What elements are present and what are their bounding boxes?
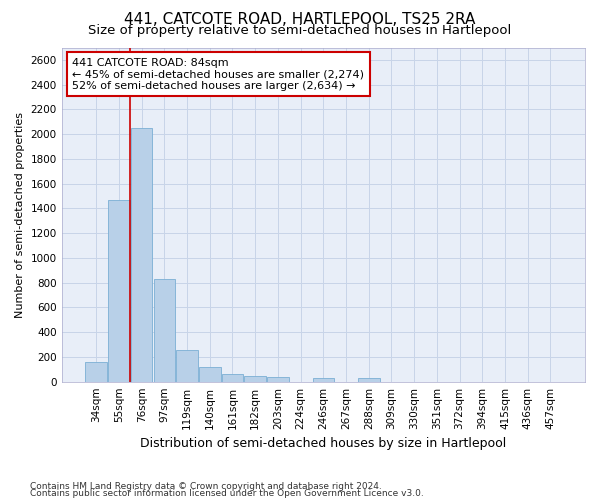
Bar — [131, 128, 152, 382]
Bar — [222, 374, 243, 382]
Bar — [176, 350, 198, 382]
Text: 441, CATCOTE ROAD, HARTLEPOOL, TS25 2RA: 441, CATCOTE ROAD, HARTLEPOOL, TS25 2RA — [124, 12, 476, 28]
Bar — [358, 378, 380, 382]
Bar — [244, 376, 266, 382]
Bar — [199, 367, 221, 382]
Text: Contains HM Land Registry data © Crown copyright and database right 2024.: Contains HM Land Registry data © Crown c… — [30, 482, 382, 491]
Bar — [267, 377, 289, 382]
Bar — [313, 378, 334, 382]
Text: Size of property relative to semi-detached houses in Hartlepool: Size of property relative to semi-detach… — [88, 24, 512, 37]
Bar — [108, 200, 130, 382]
Bar — [154, 279, 175, 382]
Text: Contains public sector information licensed under the Open Government Licence v3: Contains public sector information licen… — [30, 490, 424, 498]
X-axis label: Distribution of semi-detached houses by size in Hartlepool: Distribution of semi-detached houses by … — [140, 437, 506, 450]
Text: 441 CATCOTE ROAD: 84sqm
← 45% of semi-detached houses are smaller (2,274)
52% of: 441 CATCOTE ROAD: 84sqm ← 45% of semi-de… — [72, 58, 364, 90]
Bar — [85, 362, 107, 382]
Y-axis label: Number of semi-detached properties: Number of semi-detached properties — [15, 112, 25, 318]
